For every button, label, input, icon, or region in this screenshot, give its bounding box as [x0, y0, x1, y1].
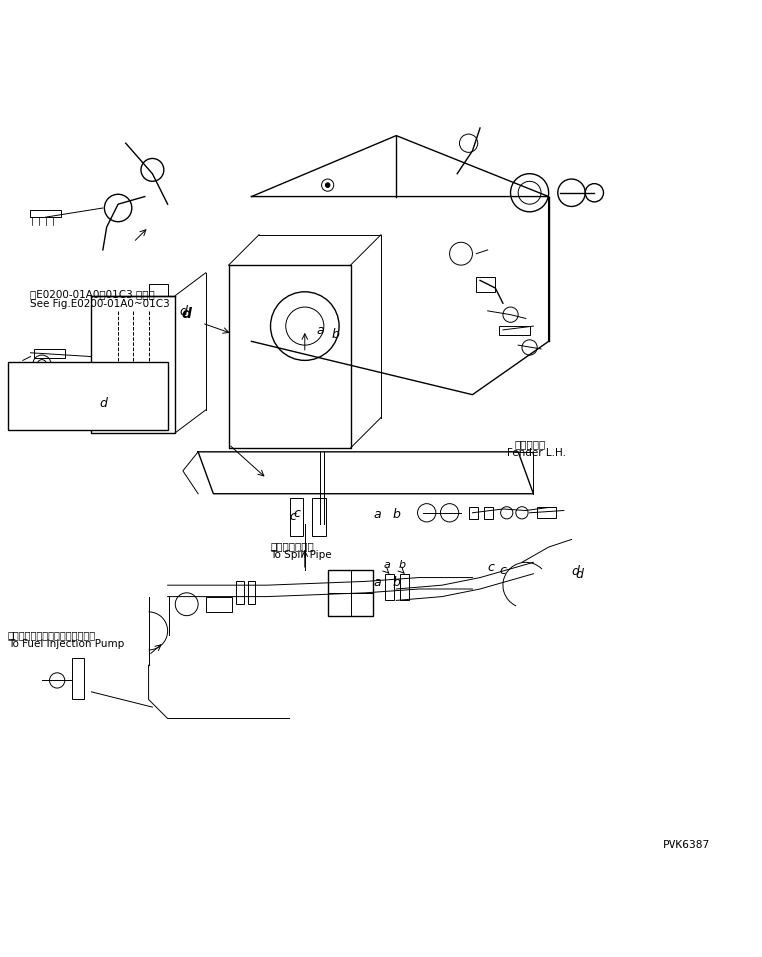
- Polygon shape: [198, 452, 533, 494]
- Text: c: c: [290, 510, 296, 523]
- Text: スピルパイプへ: スピルパイプへ: [271, 541, 314, 551]
- Text: a: a: [383, 561, 390, 570]
- Bar: [476, 277, 495, 292]
- Text: d: d: [103, 389, 110, 402]
- Text: Without Automatic Air Bleeding: Without Automatic Air Bleeding: [11, 420, 165, 431]
- Bar: [469, 506, 478, 519]
- Text: b: b: [331, 327, 339, 341]
- Text: c: c: [293, 507, 300, 521]
- Text: d: d: [572, 565, 579, 578]
- Text: To Spill Pipe: To Spill Pipe: [271, 550, 332, 560]
- Bar: [8, 362, 168, 431]
- Bar: [34, 349, 65, 358]
- Text: Fender L.H.: Fender L.H.: [507, 448, 565, 458]
- Bar: [328, 570, 373, 615]
- Bar: [537, 507, 556, 518]
- Text: b: b: [392, 508, 400, 522]
- Circle shape: [37, 360, 46, 368]
- Text: d: d: [181, 307, 191, 322]
- Text: c: c: [499, 564, 506, 577]
- Bar: [149, 284, 168, 296]
- Text: b: b: [399, 561, 405, 570]
- Circle shape: [325, 183, 330, 188]
- Text: To Fuel Injection Pump: To Fuel Injection Pump: [8, 639, 124, 649]
- Text: d: d: [575, 568, 583, 581]
- Bar: [385, 574, 394, 600]
- Bar: [30, 210, 61, 217]
- Text: フェンダ左: フェンダ左: [514, 439, 546, 450]
- Bar: [312, 498, 326, 536]
- Text: PVK6387: PVK6387: [663, 839, 710, 850]
- Bar: [206, 596, 232, 612]
- Text: b: b: [392, 576, 400, 589]
- Bar: [236, 581, 244, 604]
- Text: a: a: [373, 508, 381, 522]
- Text: フェルインジェクションポンプへ: フェルインジェクションポンプへ: [8, 630, 96, 640]
- Bar: [72, 657, 84, 700]
- Bar: [248, 581, 255, 604]
- Bar: [499, 326, 530, 335]
- Bar: [290, 498, 303, 536]
- Text: c: c: [488, 561, 495, 574]
- Text: See Fig.E0200-01A0~01C3: See Fig.E0200-01A0~01C3: [30, 300, 170, 309]
- Text: d: d: [179, 305, 187, 319]
- Text: 自動エアー 抜きナシ: 自動エアー 抜きナシ: [27, 411, 86, 420]
- Text: a: a: [373, 576, 381, 589]
- Text: 第E0200-01A0～01C3 図参照: 第E0200-01A0～01C3 図参照: [30, 289, 155, 300]
- Bar: [400, 574, 409, 600]
- Text: d: d: [99, 397, 107, 410]
- Text: a: a: [316, 323, 324, 337]
- Bar: [484, 506, 493, 519]
